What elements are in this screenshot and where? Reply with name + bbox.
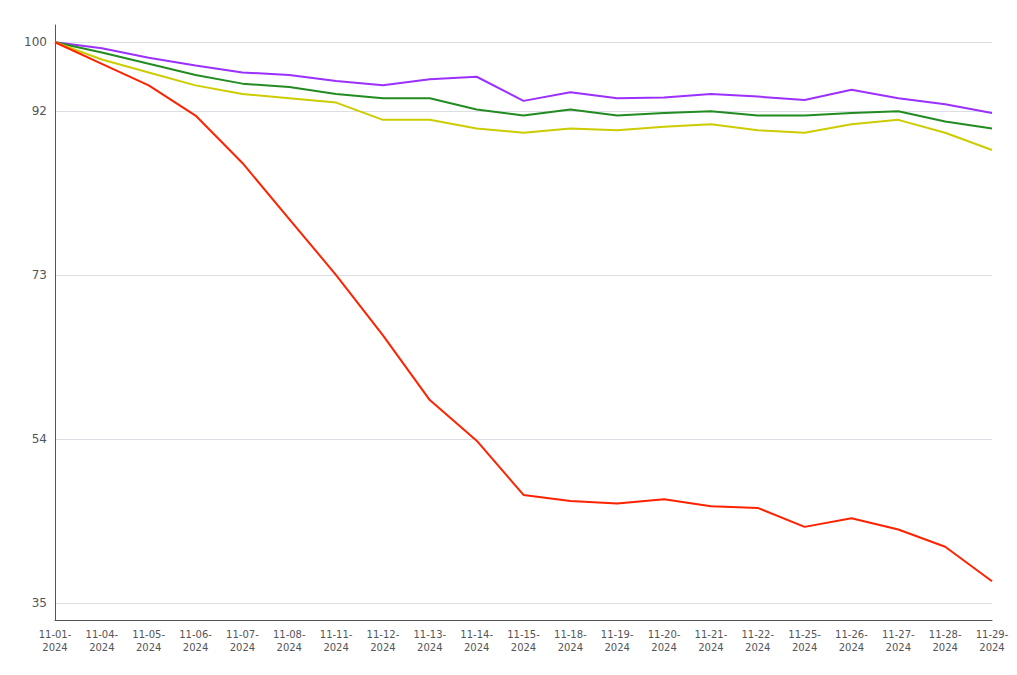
svg-text:11-12-: 11-12- [367,629,400,640]
svg-text:2024: 2024 [89,642,114,653]
svg-text:2024: 2024 [323,642,348,653]
svg-text:2024: 2024 [604,642,629,653]
svg-text:35: 35 [32,596,47,610]
svg-text:54: 54 [32,432,47,446]
svg-text:11-22-: 11-22- [741,629,774,640]
svg-text:2024: 2024 [511,642,536,653]
svg-text:2024: 2024 [230,642,255,653]
svg-text:2024: 2024 [136,642,161,653]
svg-text:2024: 2024 [183,642,208,653]
svg-text:11-25-: 11-25- [788,629,821,640]
svg-text:11-19-: 11-19- [601,629,634,640]
svg-text:11-01-: 11-01- [39,629,72,640]
svg-text:11-06-: 11-06- [179,629,212,640]
svg-text:92: 92 [32,104,47,118]
svg-text:11-04-: 11-04- [86,629,119,640]
svg-text:11-28-: 11-28- [929,629,962,640]
svg-text:11-08-: 11-08- [273,629,306,640]
svg-text:2024: 2024 [979,642,1004,653]
svg-text:2024: 2024 [792,642,817,653]
svg-text:73: 73 [32,268,47,282]
svg-text:11-13-: 11-13- [413,629,446,640]
svg-text:2024: 2024 [932,642,957,653]
svg-text:2024: 2024 [651,642,676,653]
svg-text:11-05-: 11-05- [132,629,165,640]
svg-text:2024: 2024 [839,642,864,653]
svg-text:2024: 2024 [370,642,395,653]
svg-text:11-20-: 11-20- [648,629,681,640]
svg-text:11-26-: 11-26- [835,629,868,640]
svg-text:11-18-: 11-18- [554,629,587,640]
svg-text:11-27-: 11-27- [882,629,915,640]
svg-text:2024: 2024 [277,642,302,653]
svg-text:11-14-: 11-14- [460,629,493,640]
svg-text:11-11-: 11-11- [320,629,353,640]
svg-text:2024: 2024 [417,642,442,653]
svg-text:2024: 2024 [558,642,583,653]
svg-text:2024: 2024 [698,642,723,653]
svg-text:2024: 2024 [42,642,67,653]
svg-text:2024: 2024 [464,642,489,653]
svg-text:11-21-: 11-21- [695,629,728,640]
svg-text:100: 100 [24,35,47,49]
svg-text:11-07-: 11-07- [226,629,259,640]
svg-text:11-15-: 11-15- [507,629,540,640]
svg-text:2024: 2024 [745,642,770,653]
svg-text:11-29-: 11-29- [976,629,1009,640]
svg-text:2024: 2024 [886,642,911,653]
